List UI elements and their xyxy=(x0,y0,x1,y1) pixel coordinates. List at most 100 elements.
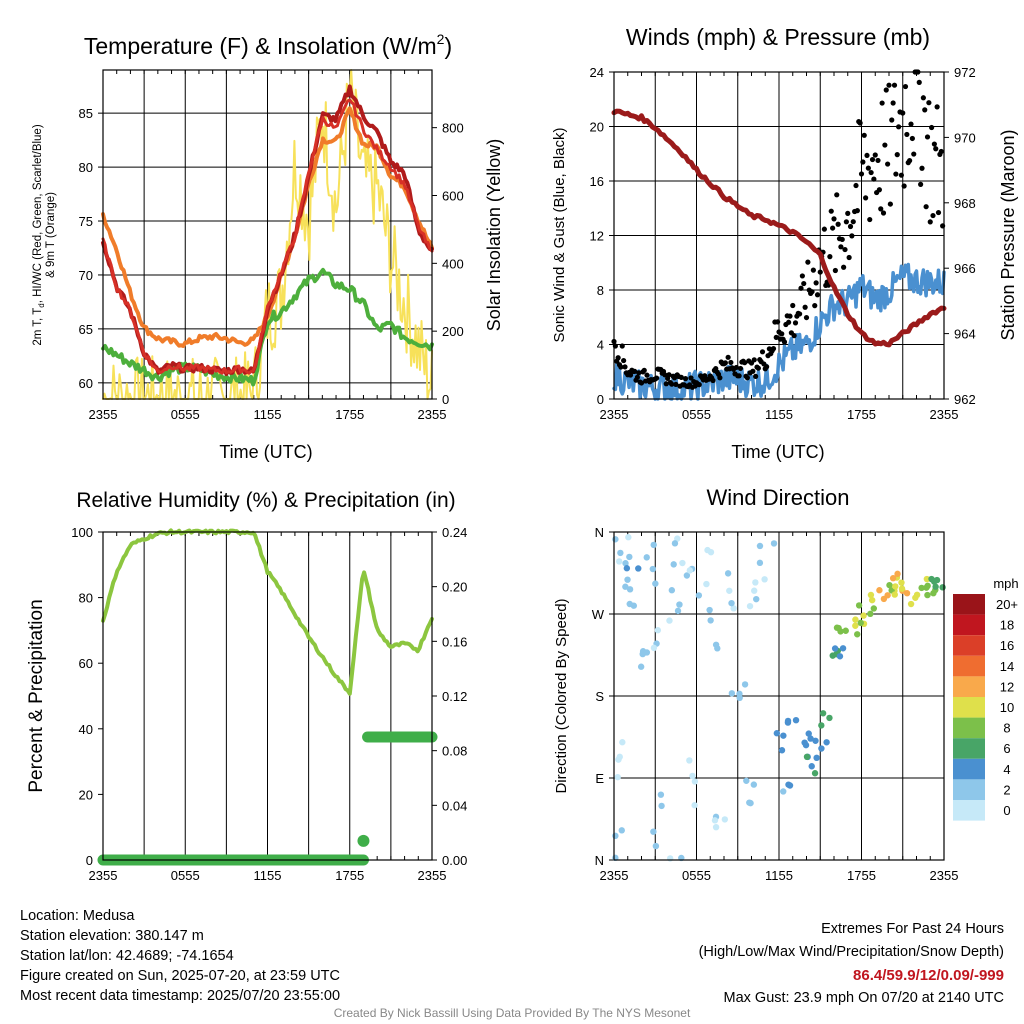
wind-gust-point xyxy=(891,82,898,88)
dir-point xyxy=(637,663,645,670)
wind-gust-point xyxy=(934,104,940,110)
dir-point xyxy=(622,583,629,590)
wind-gust-point xyxy=(930,212,936,219)
temp-xtick-label: 0555 xyxy=(171,407,200,422)
dir-point xyxy=(918,584,925,592)
wind-gust-point xyxy=(883,87,889,93)
dir-point xyxy=(784,719,792,726)
wind-xtick-label: 0555 xyxy=(682,407,711,422)
wind-gust-point xyxy=(922,107,928,113)
dir-point xyxy=(839,645,847,652)
dir-point xyxy=(868,596,876,604)
dir-point xyxy=(886,581,893,589)
wind-gust-point xyxy=(879,100,885,106)
dir-point xyxy=(756,559,764,567)
dir-ylabel-left: Direction (Colored By Speed) xyxy=(553,598,570,793)
dir-point xyxy=(622,560,629,567)
dir-point xyxy=(635,565,642,572)
rh-line-humidity xyxy=(101,528,434,696)
dir-ytick-label: N xyxy=(595,853,604,868)
wind-gust-point xyxy=(931,141,937,147)
dir-point xyxy=(623,565,631,572)
dir-point xyxy=(712,823,720,831)
wind-gust-point xyxy=(860,159,866,165)
dir-point xyxy=(933,576,941,584)
wind-gust-point xyxy=(725,354,731,360)
wind-border xyxy=(613,71,945,400)
dir-point xyxy=(654,627,662,634)
wind-axes: 0 4 8 12 16 20 24 962 964 966 968 970 972 2355 0555 115… xyxy=(590,65,976,422)
dir-point xyxy=(666,855,674,862)
wind-gust-point xyxy=(702,373,708,379)
dir-legend-label: 14 xyxy=(1000,659,1014,674)
dir-point xyxy=(674,607,682,615)
wind-gust-point xyxy=(834,192,840,198)
wind-gust-point xyxy=(773,334,779,341)
temp-border xyxy=(102,69,433,400)
dir-point xyxy=(736,694,743,702)
dir-point xyxy=(674,535,681,542)
station-info: Location: Medusa Station elevation: 380.… xyxy=(20,906,340,1006)
dir-point xyxy=(756,542,764,550)
dir-legend-label: 18 xyxy=(1000,618,1014,633)
dir-point xyxy=(666,617,673,624)
dir-point xyxy=(860,612,867,619)
dir-point xyxy=(649,565,657,573)
wind-gust-point xyxy=(901,183,907,189)
wind-gust-point xyxy=(894,152,900,158)
wind-gust-point xyxy=(753,373,759,379)
wind-gust-point xyxy=(710,377,716,384)
wind-gust-point xyxy=(896,124,902,130)
wind-gust-point xyxy=(786,319,792,325)
dir-point xyxy=(707,617,714,624)
rh-y2tick-label: 0.00 xyxy=(442,853,467,868)
wind-gust-point xyxy=(911,151,917,157)
wind-gust-point xyxy=(865,165,871,171)
wind-gust-point xyxy=(678,374,684,381)
dir-point xyxy=(826,714,833,722)
wind-gust-point xyxy=(817,269,823,275)
wind-gust-point xyxy=(621,357,627,364)
wind-gust-point xyxy=(908,121,914,127)
wind-gust-point xyxy=(801,280,807,287)
wind-gust-point xyxy=(736,373,742,379)
wind-gust-point xyxy=(926,100,932,106)
dir-point xyxy=(818,745,825,752)
dir-point xyxy=(650,541,657,549)
dir-point xyxy=(803,753,811,761)
rh-title: Relative Humidity (%) & Precipitation (i… xyxy=(76,489,455,512)
dir-point xyxy=(780,732,787,739)
wind-gust-point xyxy=(880,210,887,216)
dir-point xyxy=(728,599,735,607)
rh-y2tick-label: 0.12 xyxy=(442,689,467,704)
dir-point xyxy=(658,802,665,810)
wind-y2tick-label: 972 xyxy=(954,65,976,80)
dir-legend-label: 16 xyxy=(1000,638,1014,653)
dir-legend-label: 6 xyxy=(1003,741,1010,756)
dir-point xyxy=(617,549,624,557)
dir-legend-label: 10 xyxy=(1000,700,1014,715)
wind-y2tick-label: 970 xyxy=(954,130,976,145)
dir-point xyxy=(831,645,839,652)
wind-y2tick-label: 966 xyxy=(954,261,976,276)
max-gust: Max Gust: 23.9 mph On 07/20 at 2140 UTC xyxy=(723,990,1004,1006)
dir-point xyxy=(811,770,819,777)
temp-y2tick-label: 400 xyxy=(442,256,464,271)
dir-point xyxy=(928,575,935,583)
dir-point xyxy=(652,842,660,850)
wind-gust-point xyxy=(858,171,865,177)
dir-legend-swatch xyxy=(953,594,985,615)
wind-gust-point xyxy=(916,79,922,85)
dir-legend-label: 4 xyxy=(1003,762,1010,777)
temp-y2tick-label: 200 xyxy=(442,324,464,339)
temp-line-solar xyxy=(102,69,433,400)
temp-xtick-label: 2355 xyxy=(418,407,447,422)
dir-point xyxy=(657,791,665,798)
wind-gust-point xyxy=(904,131,910,138)
dir-point xyxy=(706,606,713,614)
wind-gust-point xyxy=(618,364,624,370)
dir-point xyxy=(923,575,931,583)
wind-gust-point xyxy=(843,219,849,225)
